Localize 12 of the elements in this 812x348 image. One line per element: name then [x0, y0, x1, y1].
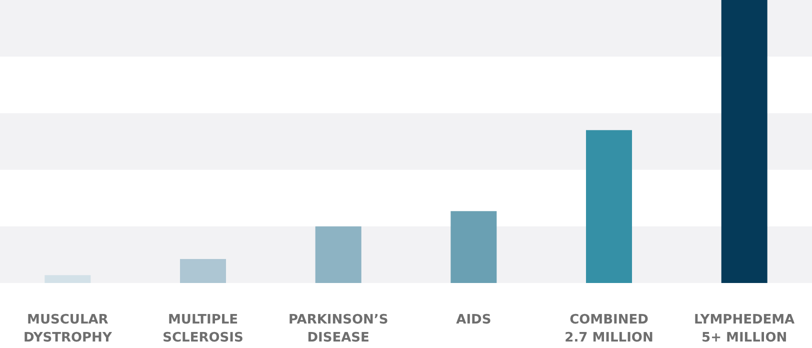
- bar: [721, 0, 768, 283]
- bar: [450, 211, 497, 283]
- bar: [44, 275, 91, 283]
- x-tick-label: PARKINSON’S DISEASE: [288, 312, 388, 346]
- bar: [586, 130, 632, 283]
- bar: [315, 226, 362, 283]
- x-tick-label: LYMPHEDEMA 5+ MILLION: [694, 312, 795, 346]
- x-tick-label: MULTIPLE SCLEROSIS: [162, 312, 244, 346]
- x-tick-label: AIDS: [456, 312, 492, 328]
- bar: [180, 258, 226, 283]
- x-tick-label: COMBINED 2.7 MILLION: [564, 312, 654, 346]
- x-tick-label: MUSCULAR DYSTROPHY: [23, 312, 112, 346]
